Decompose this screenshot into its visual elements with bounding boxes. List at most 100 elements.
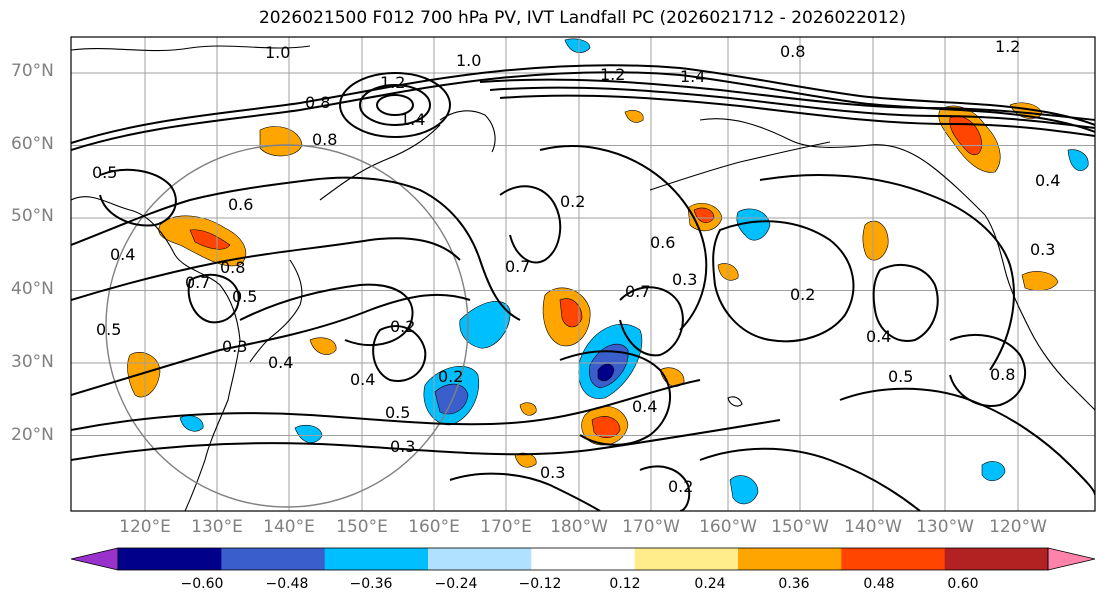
shade-negative	[981, 461, 1006, 481]
contour-label: 0.5	[96, 320, 121, 339]
colorbar-tick-label: 0.24	[694, 576, 726, 592]
contour-label: 0.3	[1030, 240, 1055, 259]
contour-label: 0.3	[222, 337, 247, 356]
contour-label: 0.8	[305, 93, 330, 112]
lon-label: 140°W	[844, 517, 902, 537]
shade-positive	[309, 337, 337, 355]
shade-positive	[514, 452, 537, 468]
lon-label: 150°E	[336, 517, 388, 537]
contour-label: 0.8	[312, 130, 337, 149]
contour-label: 0.5	[232, 287, 257, 306]
contour-label: 0.8	[220, 258, 245, 277]
contour-label: 0.4	[268, 353, 293, 372]
colorbar-cell	[428, 548, 532, 570]
coast-alaska	[699, 118, 986, 216]
contour-label: 0.4	[1035, 171, 1060, 190]
contour-label: 1.2	[600, 65, 625, 84]
colorbar	[70, 547, 1096, 571]
coast-namerica	[984, 214, 1095, 411]
contour-label: 0.5	[92, 163, 117, 182]
coast-kamchatka	[439, 110, 496, 153]
contour-label: 0.4	[110, 245, 135, 264]
colorbar-tick-label: −0.36	[349, 576, 393, 592]
shade-positive	[624, 110, 644, 123]
lon-label: 160°W	[699, 517, 757, 537]
contour-label: 0.7	[505, 257, 530, 276]
colorbar-cell	[634, 548, 739, 570]
colorbar-tick-label: 0.48	[863, 576, 895, 592]
shade-positive	[862, 220, 889, 261]
colorbar-tick-label: −0.24	[434, 576, 478, 592]
colorbar-tick-label: −0.48	[265, 576, 309, 592]
coast-asia	[71, 196, 241, 511]
contour-label: 0.4	[866, 327, 891, 346]
contour-labels: 1.0 1.0 0.8 1.2 1.4 0.8 1.2 1.4 0.8 0.6 …	[92, 37, 1060, 496]
contour-label: 0.3	[540, 463, 565, 482]
shade-positive	[519, 402, 537, 416]
contour-label: 0.2	[390, 317, 415, 336]
lat-label: 50°N	[11, 206, 54, 226]
shade-strong-positive	[189, 229, 231, 250]
lon-label: 130°W	[916, 517, 974, 537]
contour-label: 1.2	[995, 37, 1020, 56]
contour-label: 0.6	[650, 233, 675, 252]
contour-label: 1.4	[400, 110, 425, 129]
colorbar-cell	[324, 548, 429, 570]
shade-negative	[729, 475, 759, 505]
contour-label: 1.0	[456, 51, 481, 70]
contour-label: 0.3	[390, 437, 415, 456]
contour-label: 0.5	[888, 367, 913, 386]
coast-kuril	[319, 124, 441, 201]
shade-strong-positive	[559, 298, 583, 328]
colorbar-cell	[738, 548, 842, 570]
lon-label: 120°W	[989, 517, 1047, 537]
shade-positive	[1021, 271, 1059, 291]
lat-label: 60°N	[11, 134, 54, 154]
contour-label: 0.7	[625, 282, 650, 301]
colorbar-cells	[118, 548, 1049, 570]
lon-label: 150°W	[771, 517, 829, 537]
contour-label: 0.2	[668, 477, 693, 496]
contour-label: 1.0	[265, 43, 290, 62]
lat-label: 30°N	[11, 352, 54, 372]
contour-label: 1.2	[380, 73, 405, 92]
colorbar-cell	[531, 548, 636, 570]
contour-label: 0.2	[438, 367, 463, 386]
coast-japan	[249, 259, 303, 363]
coast-aleutians	[649, 141, 831, 191]
contour-label: 0.8	[780, 42, 805, 61]
lon-label: 130°E	[191, 517, 243, 537]
lon-label: 140°E	[263, 517, 315, 537]
map-contents: 1.0 1.0 0.8 1.2 1.4 0.8 1.2 1.4 0.8 0.6 …	[71, 37, 1095, 511]
contour-label: 0.3	[672, 270, 697, 289]
map-frame	[70, 36, 1096, 512]
colorbar-cell	[221, 548, 326, 570]
colorbar-cell	[944, 548, 1049, 570]
contour-label: 0.8	[990, 365, 1015, 384]
shade-negative	[459, 301, 511, 349]
coastlines	[71, 45, 1095, 511]
distance-ring	[105, 144, 469, 508]
colorbar-tick-label: 0.36	[778, 576, 810, 592]
map-title: 2026021500 F012 700 hPa PV, IVT Landfall…	[258, 8, 906, 28]
contour-label: 0.2	[560, 192, 585, 211]
lat-label: 40°N	[11, 279, 54, 299]
contour-label: 0.5	[385, 403, 410, 422]
shade-negative-deep	[597, 363, 615, 382]
contour-label: 0.4	[632, 397, 657, 416]
lon-label: 180°W	[550, 517, 608, 537]
contour-label: 0.6	[228, 195, 253, 214]
shade-negative-dark	[434, 383, 469, 415]
lon-label: 120°E	[119, 517, 171, 537]
colorbar-tick-label: 0.12	[609, 576, 641, 592]
contour-label: 0.2	[790, 285, 815, 304]
colorbar-cell	[841, 548, 946, 570]
contour-label: 0.7	[185, 273, 210, 292]
lon-label: 160°E	[408, 517, 460, 537]
contour-label: 0.4	[350, 370, 375, 389]
coast-arctic	[71, 45, 311, 52]
colorbar-tick-label: 0.60	[947, 576, 979, 592]
shade-negative	[1067, 149, 1089, 171]
lon-label: 170°W	[622, 517, 680, 537]
